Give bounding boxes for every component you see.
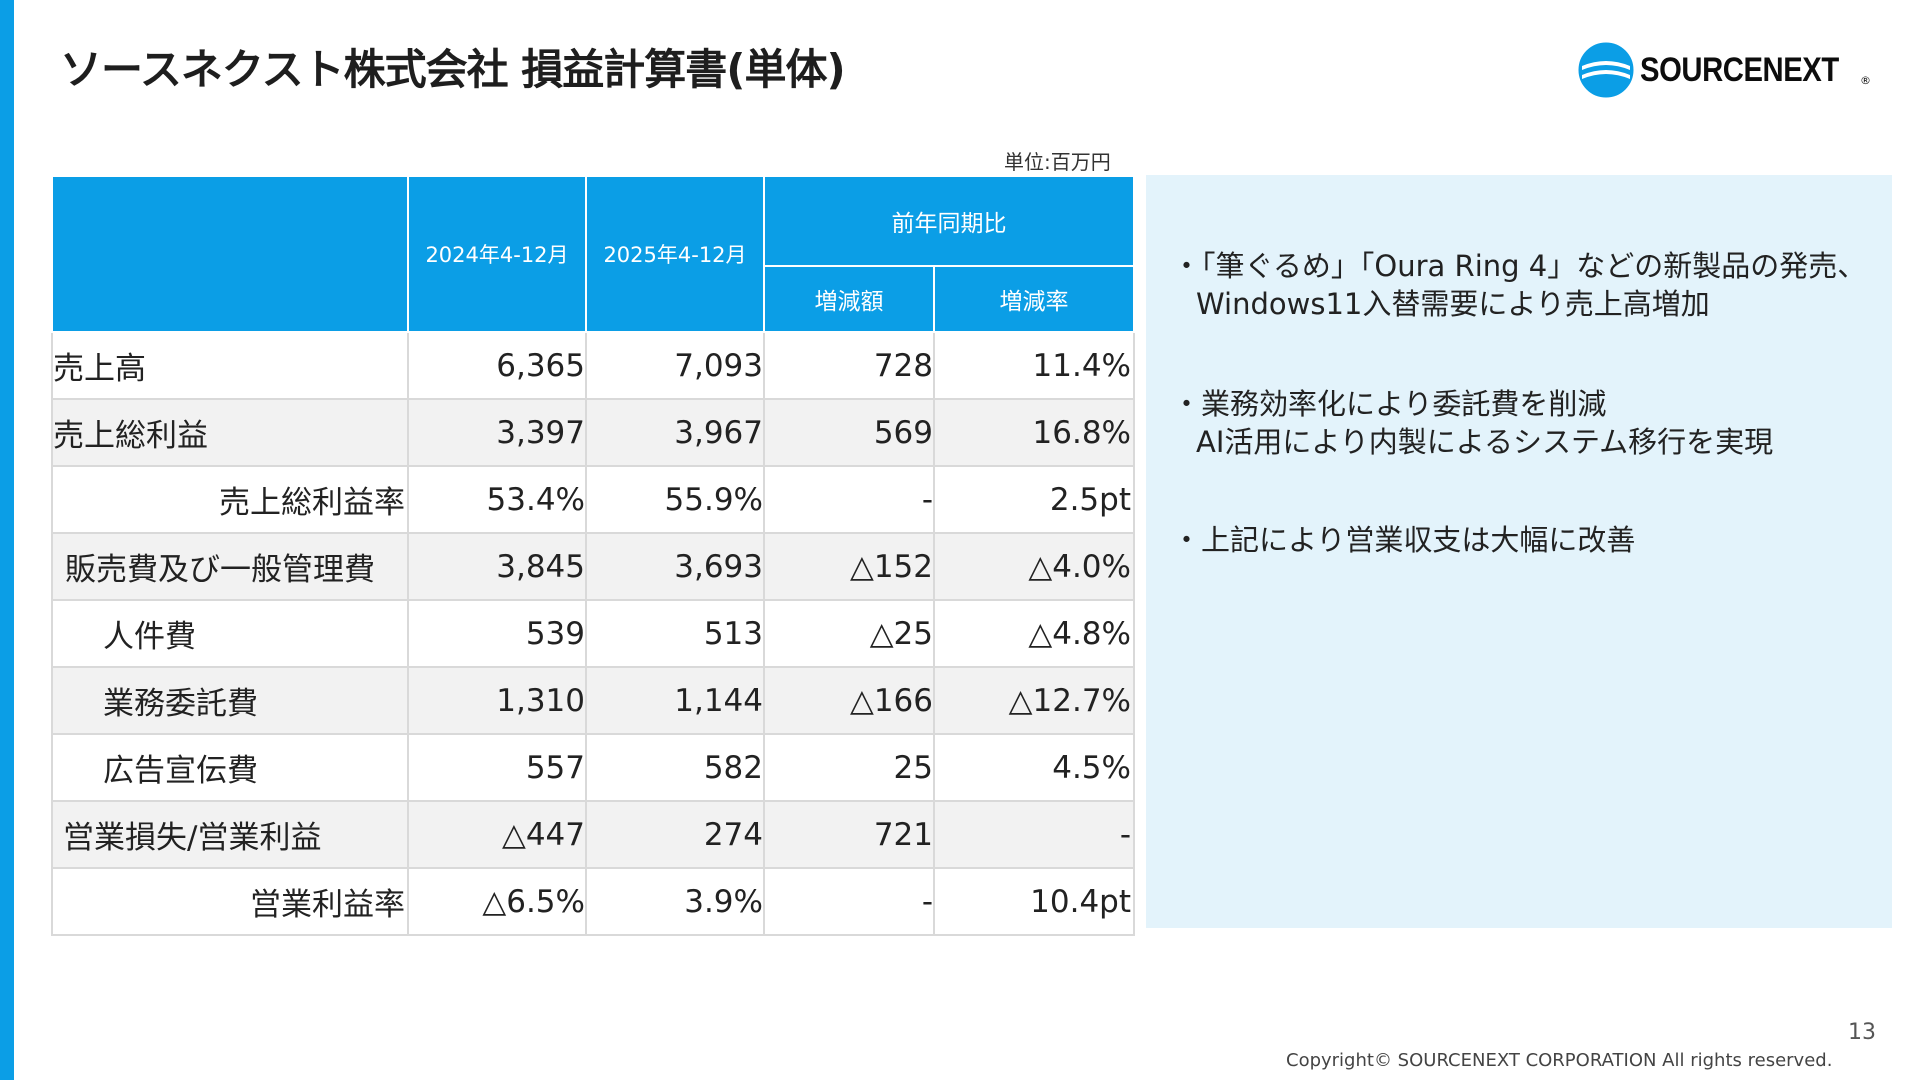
value-change-amount: - [763, 867, 935, 936]
value-2024: 6,365 [407, 331, 587, 400]
table-row-gross-margin: 売上総利益率 53.4% 55.9% - 2.5pt [51, 465, 1135, 534]
value-change-amount: △166 [763, 666, 935, 735]
unit-label: 単位:百万円 [1004, 150, 1111, 174]
value-change-rate: 11.4% [933, 331, 1135, 400]
value-change-rate: 4.5% [933, 733, 1135, 802]
value-change-amount: 728 [763, 331, 935, 400]
value-change-amount: - [763, 465, 935, 534]
sourcenext-logo-icon [1578, 42, 1634, 98]
note-line: ・業務効率化により委託費を削減 [1172, 387, 1607, 421]
value-2024: △6.5% [407, 867, 587, 936]
value-2025: 3.9% [585, 867, 765, 936]
value-2025: 1,144 [585, 666, 765, 735]
value-2024: 557 [407, 733, 587, 802]
header-yoy: 前年同期比 [763, 175, 1135, 267]
value-2024: 53.4% [407, 465, 587, 534]
header-change-amount: 増減額 [763, 265, 935, 333]
value-change-rate: 16.8% [933, 398, 1135, 467]
left-accent-bar [0, 0, 14, 1080]
value-change-rate: △4.8% [933, 599, 1135, 668]
value-2024: 539 [407, 599, 587, 668]
value-2025: 513 [585, 599, 765, 668]
value-change-rate: 10.4pt [933, 867, 1135, 936]
table-row-outsourcing: 業務委託費 1,310 1,144 △166 △12.7% [51, 666, 1135, 735]
note-line: AI活用により内製によるシステム移行を実現 [1196, 425, 1774, 459]
value-2024: 1,310 [407, 666, 587, 735]
table-row-operating-income: 営業損失/営業利益 △447 274 721 - [51, 800, 1135, 869]
note-line: ・上記により営業収支は大幅に改善 [1172, 523, 1636, 557]
note-line: ・「筆ぐるめ」「Oura Ring 4」などの新製品の発売、 [1172, 249, 1867, 283]
copyright-notice: Copyright© SOURCENEXT CORPORATION All ri… [1286, 1050, 1833, 1071]
registered-mark: ® [1860, 74, 1871, 87]
value-2025: 55.9% [585, 465, 765, 534]
value-2024: 3,397 [407, 398, 587, 467]
value-change-amount: 569 [763, 398, 935, 467]
note-item: ・上記により営業収支は大幅に改善 [1172, 521, 1635, 559]
value-change-amount: △152 [763, 532, 935, 601]
value-change-rate: △12.7% [933, 666, 1135, 735]
company-logo: SOURCENEXT ® [1578, 42, 1871, 98]
value-change-amount: △25 [763, 599, 935, 668]
value-2025: 582 [585, 733, 765, 802]
table-row-personnel: 人件費 539 513 △25 △4.8% [51, 599, 1135, 668]
note-item: ・業務効率化により委託費を削減 AI活用により内製によるシステム移行を実現 [1172, 385, 1773, 461]
header-period-2025: 2025年4-12月 [585, 175, 765, 333]
value-change-rate: △4.0% [933, 532, 1135, 601]
table-row-operating-margin: 営業利益率 △6.5% 3.9% - 10.4pt [51, 867, 1135, 936]
commentary-panel: ・「筆ぐるめ」「Oura Ring 4」などの新製品の発売、 Windows11… [1146, 175, 1892, 928]
header-period-2024: 2024年4-12月 [407, 175, 587, 333]
page-title: ソースネクスト株式会社 損益計算書(単体) [60, 45, 846, 94]
row-label: 売上総利益率 [51, 465, 409, 534]
table-row-sales: 売上高 6,365 7,093 728 11.4% [51, 331, 1135, 400]
note-line: Windows11入替需要により売上高増加 [1196, 287, 1710, 321]
value-2024: △447 [407, 800, 587, 869]
table-row-sga: 販売費及び一般管理費 3,845 3,693 △152 △4.0% [51, 532, 1135, 601]
value-2025: 3,967 [585, 398, 765, 467]
header-change-rate: 増減率 [933, 265, 1135, 333]
table-row-gross-profit: 売上総利益 3,397 3,967 569 16.8% [51, 398, 1135, 467]
note-item: ・「筆ぐるめ」「Oura Ring 4」などの新製品の発売、 Windows11… [1172, 247, 1866, 323]
value-2025: 274 [585, 800, 765, 869]
value-2025: 3,693 [585, 532, 765, 601]
value-change-rate: - [933, 800, 1135, 869]
row-label: 営業損失/営業利益 [51, 800, 409, 869]
row-label: 売上高 [51, 331, 409, 400]
row-label: 売上総利益 [51, 398, 409, 467]
value-change-amount: 25 [763, 733, 935, 802]
row-label: 販売費及び一般管理費 [51, 532, 409, 601]
value-change-amount: 721 [763, 800, 935, 869]
row-label: 人件費 [51, 599, 409, 668]
header-blank [51, 175, 409, 333]
value-2025: 7,093 [585, 331, 765, 400]
value-2024: 3,845 [407, 532, 587, 601]
row-label: 業務委託費 [51, 666, 409, 735]
table-row-advertising: 広告宣伝費 557 582 25 4.5% [51, 733, 1135, 802]
income-statement-table: 2024年4-12月 2025年4-12月 前年同期比 増減額 増減率 売上高 … [51, 175, 1135, 936]
page-number: 13 [1848, 1020, 1876, 1045]
row-label: 広告宣伝費 [51, 733, 409, 802]
logo-wordmark: SOURCENEXT [1640, 50, 1839, 89]
row-label: 営業利益率 [51, 867, 409, 936]
value-change-rate: 2.5pt [933, 465, 1135, 534]
